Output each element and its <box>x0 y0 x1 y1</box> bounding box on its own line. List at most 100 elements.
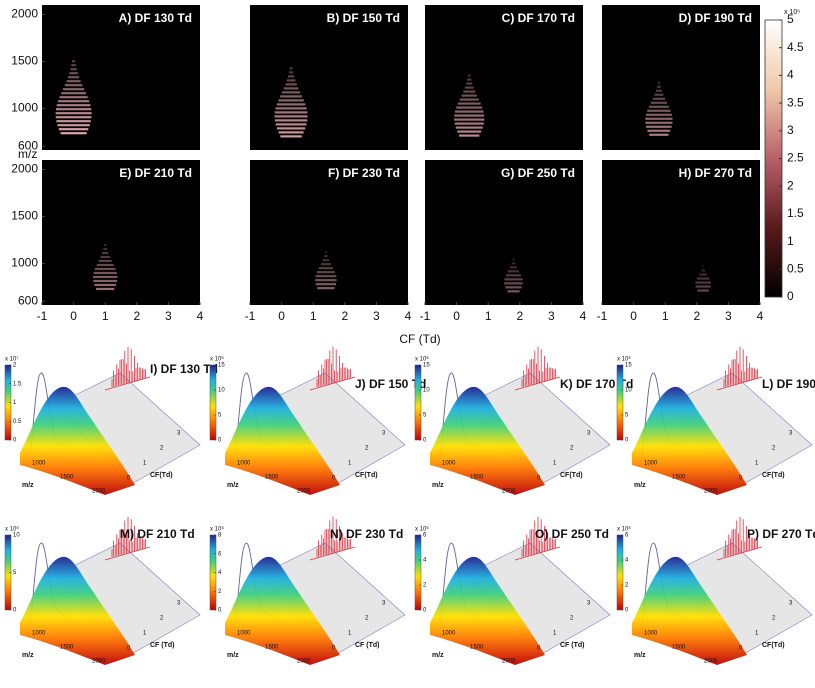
mz-axis-label: m/z <box>432 652 444 659</box>
stripe <box>57 100 90 103</box>
stripe <box>695 281 711 284</box>
x-tick-label: -1 <box>37 309 48 323</box>
stripe <box>280 95 303 98</box>
stripe <box>657 81 661 84</box>
mz-tick-label: 1000 <box>237 631 251 637</box>
colorbar <box>616 364 624 441</box>
mz-tick-label: 1500 <box>265 475 279 481</box>
stripe <box>278 131 304 134</box>
mz-tick-label: 1000 <box>644 631 658 637</box>
colorbar-tick-label: 3.5 <box>787 95 804 109</box>
colorbar-tick-label: 2 <box>423 583 427 589</box>
mz-tick-label: 1500 <box>672 645 686 651</box>
intensity-blob <box>695 265 711 292</box>
cf-tick-label: 0 <box>739 476 743 482</box>
intensity-blob <box>55 60 92 135</box>
colorbar-multiplier: x 10⁶ <box>415 356 429 363</box>
colorbar-multiplier: x 10⁶ <box>617 356 631 363</box>
stripe <box>702 265 704 268</box>
stripe <box>283 87 299 90</box>
colorbar-multiplier: x 10⁶ <box>617 526 631 533</box>
mz-tick-label: 1500 <box>265 645 279 651</box>
colorbar <box>414 364 422 441</box>
stripe <box>454 118 485 121</box>
x-tick-label: 4 <box>757 309 764 323</box>
stripe <box>276 103 306 106</box>
stripe <box>699 273 707 276</box>
stripe <box>102 251 109 255</box>
heatmap-panel <box>425 160 583 305</box>
stripe <box>323 255 328 258</box>
mz-tick-label: 2000 <box>502 489 516 495</box>
x-tick-label: -1 <box>420 309 431 323</box>
stripe <box>93 279 118 283</box>
cf-tick-label: 2 <box>772 616 776 622</box>
surface-panel: x 10⁶ 0 5 10 15 1000 1500 2000 0 1 2 3 m/z CF(Td) J) D… <box>209 346 426 495</box>
stripe <box>59 96 88 99</box>
stripe <box>98 259 112 263</box>
stripe <box>467 74 471 77</box>
intensity-blob <box>645 81 673 136</box>
cf-tick-label: 1 <box>348 461 352 467</box>
panel-title: P) DF 270 Td <box>747 527 815 541</box>
x-tick-label: 1 <box>310 309 317 323</box>
stripe <box>697 289 709 292</box>
stripe <box>461 94 477 97</box>
colorbar-tick-label: 15 <box>625 363 632 369</box>
mz-tick-label: 1000 <box>32 631 46 637</box>
cf-tick-label: 1 <box>143 461 147 467</box>
panel-title: N) DF 230 Td <box>330 527 403 541</box>
stripe <box>456 106 483 109</box>
surface <box>225 386 340 495</box>
stripe <box>656 85 661 88</box>
stripe <box>695 285 711 288</box>
panel-title: E) DF 210 Td <box>119 166 192 180</box>
stripe <box>69 72 78 75</box>
colorbar-tick-label: 0 <box>625 438 629 444</box>
surface <box>430 556 545 665</box>
colorbar-tick-label: 5 <box>218 413 222 419</box>
panel-title: O) DF 250 Td <box>535 527 609 541</box>
stripe <box>455 126 483 129</box>
cf-projection <box>309 516 356 561</box>
colorbar-tick-label: 0.5 <box>13 419 22 425</box>
colorbar <box>414 534 422 611</box>
panel-title: D) DF 190 Td <box>679 11 752 25</box>
panel-title: A) DF 130 Td <box>119 11 192 25</box>
colorbar-multiplier: x 10⁶ <box>5 526 19 533</box>
cf-tick-label: 3 <box>382 431 386 437</box>
colorbar-tick-label: 6 <box>625 533 629 539</box>
colorbar-tick-label: 2.5 <box>787 151 804 165</box>
colorbar-multiplier: x 10⁶ <box>784 9 800 16</box>
y-tick-label: 1000 <box>11 101 38 115</box>
stripe <box>646 125 672 128</box>
panel-title: I) DF 130 Td <box>150 362 218 376</box>
cf-projection <box>514 516 561 561</box>
colorbar-tick-label: 1.5 <box>13 381 22 387</box>
x-tick-label: 3 <box>373 309 380 323</box>
colorbar-tick-label: 6 <box>218 551 222 557</box>
colorbar-tick-label: 5 <box>625 413 629 419</box>
stripe <box>454 110 484 113</box>
intensity-blob <box>315 251 337 290</box>
stripe <box>504 278 523 281</box>
stripe <box>654 93 664 96</box>
surface <box>20 556 135 665</box>
colorbar-tick-label: 1.5 <box>787 206 804 220</box>
x-tick-label: 0 <box>70 309 77 323</box>
panel-title: B) DF 150 Td <box>327 11 400 25</box>
stripe <box>655 89 662 92</box>
stripe <box>71 60 76 63</box>
colorbar-tick-label: 10 <box>625 388 632 394</box>
heatmap-panel <box>425 5 583 150</box>
x-tick-label: 4 <box>580 309 587 323</box>
colorbar-tick-label: 0 <box>625 608 629 614</box>
stripe <box>286 79 296 82</box>
stripe <box>315 275 337 278</box>
stripe <box>60 132 87 135</box>
panel-title: J) DF 150 Td <box>355 377 426 391</box>
cf-projection <box>104 516 151 561</box>
y-axis-label: m/z <box>18 147 37 161</box>
stripe <box>285 83 297 86</box>
cf-tick-label: 3 <box>587 601 591 607</box>
